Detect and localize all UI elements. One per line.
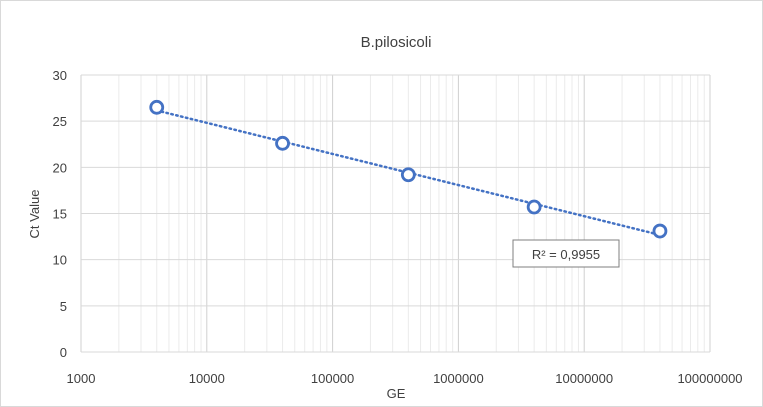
- y-tick-label: 15: [53, 207, 67, 222]
- r-squared-box: [512, 239, 620, 268]
- data-points: [149, 99, 668, 239]
- x-tick-label: 100000: [311, 371, 354, 386]
- data-point: [526, 199, 542, 215]
- y-tick-labels: 0 5 10 15 20 25 30: [53, 68, 67, 360]
- y-tick-label: 5: [60, 299, 67, 314]
- y-tick-label: 20: [53, 160, 67, 175]
- data-point: [275, 135, 290, 151]
- y-tick-label: 30: [53, 68, 67, 83]
- chart-title: B.pilosicoli: [361, 34, 432, 51]
- data-point: [652, 223, 668, 239]
- r-squared-text: R² = 0,9955: [532, 247, 600, 262]
- data-point: [149, 99, 165, 115]
- major-gridlines: [80, 74, 711, 353]
- y-tick-label: 10: [53, 253, 67, 268]
- x-tick-label: 10000000: [555, 371, 613, 386]
- x-tick-labels: 1000 10000 100000 1000000 10000000 100000000: [67, 371, 743, 386]
- x-axis-title: GE: [387, 386, 406, 401]
- y-tick-label: 0: [60, 345, 67, 360]
- r-squared-label: R² = 0,9955: [512, 239, 620, 268]
- x-tick-label: 1000: [67, 371, 96, 386]
- x-tick-label: 100000000: [677, 371, 742, 386]
- x-tick-label: 10000: [189, 371, 225, 386]
- y-axis-title: Ct Value: [27, 190, 42, 239]
- data-point: [400, 167, 416, 183]
- x-tick-label: 1000000: [433, 371, 484, 386]
- y-tick-label: 25: [53, 114, 67, 129]
